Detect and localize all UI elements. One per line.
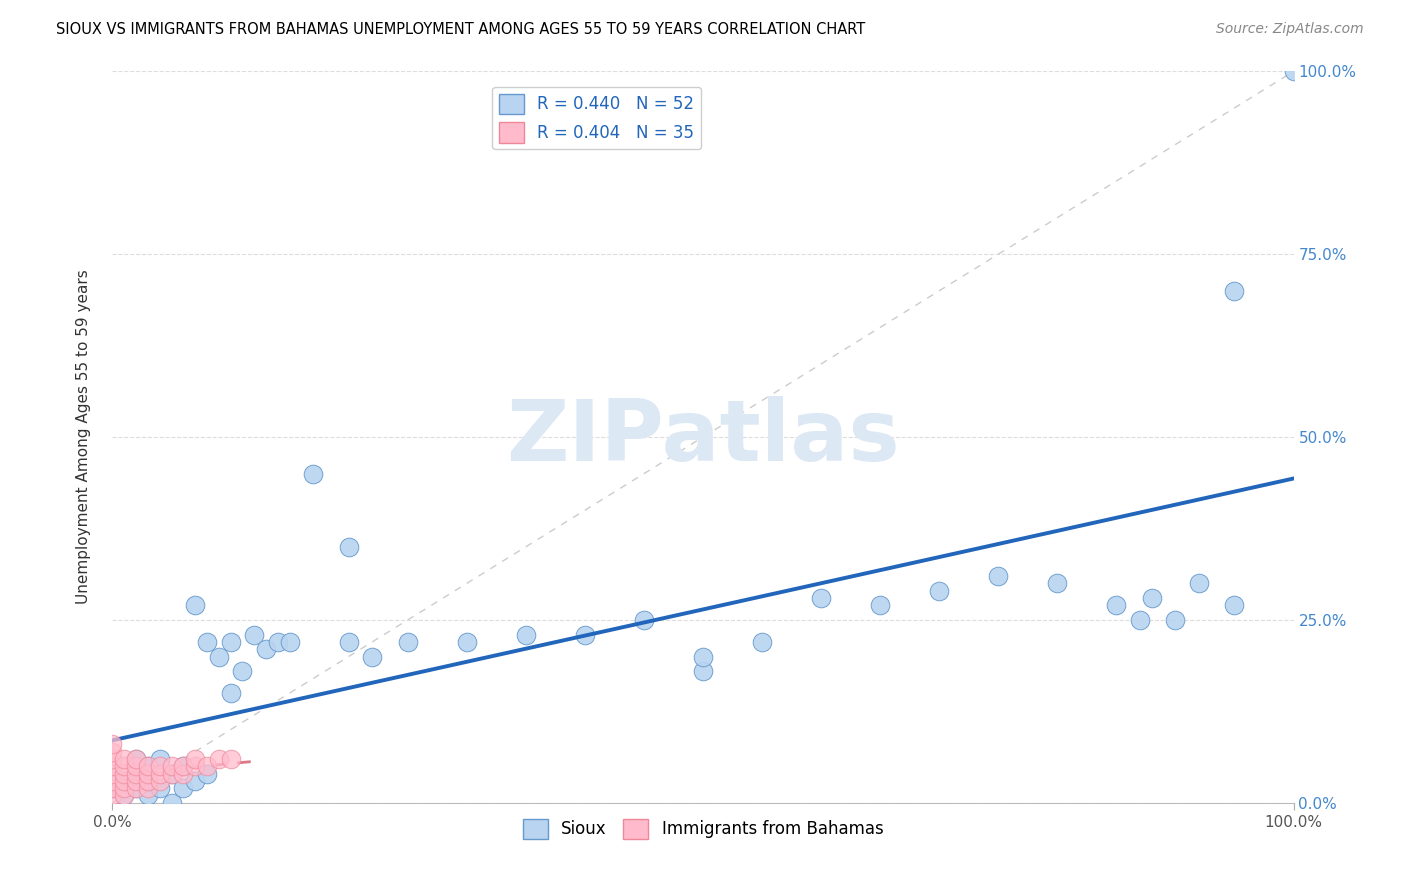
Point (149, 781, 172, 796)
Point (987, 569, 1010, 583)
Text: SIOUX VS IMMIGRANTS FROM BAHAMAS UNEMPLOYMENT AMONG AGES 55 TO 59 YEARS CORRELAT: SIOUX VS IMMIGRANTS FROM BAHAMAS UNEMPLO… (56, 22, 866, 37)
Point (254, 642, 277, 657)
Point (136, 759, 159, 773)
Point (195, 759, 218, 773)
Point (149, 773, 172, 788)
Text: Source: ZipAtlas.com: Source: ZipAtlas.com (1216, 22, 1364, 37)
Point (1188, 576, 1211, 591)
Point (515, 627, 537, 641)
Point (125, 773, 148, 788)
Point (125, 752, 148, 766)
Point (101, 789, 124, 803)
Point (208, 649, 231, 664)
Point (125, 781, 148, 796)
Point (125, 766, 148, 780)
Point (396, 635, 419, 649)
Point (172, 759, 194, 773)
Point (184, 599, 207, 613)
Point (160, 796, 183, 810)
Point (136, 781, 159, 796)
Point (101, 766, 124, 780)
Point (149, 766, 172, 780)
Point (101, 781, 124, 796)
Point (302, 467, 325, 481)
Point (160, 766, 183, 780)
Point (751, 635, 773, 649)
Point (112, 752, 135, 766)
Point (456, 635, 478, 649)
Point (1282, 64, 1305, 78)
Point (101, 745, 124, 759)
Point (136, 773, 159, 788)
Point (208, 752, 231, 766)
Point (810, 591, 832, 605)
Point (692, 664, 714, 678)
Point (125, 781, 148, 796)
Point (112, 766, 135, 780)
Point (112, 781, 135, 796)
Point (928, 583, 950, 598)
Point (219, 752, 242, 766)
Point (219, 635, 242, 649)
Point (231, 664, 253, 678)
Point (101, 781, 124, 796)
Point (1223, 599, 1246, 613)
Point (195, 635, 218, 649)
Point (101, 759, 124, 773)
Point (112, 759, 135, 773)
Point (112, 773, 135, 788)
Point (1046, 576, 1069, 591)
Point (101, 773, 124, 788)
Point (112, 789, 135, 803)
Point (125, 766, 148, 780)
Point (243, 627, 266, 641)
Point (136, 773, 159, 788)
Point (1105, 599, 1128, 613)
Point (1164, 613, 1187, 627)
Point (337, 540, 360, 554)
Point (160, 766, 183, 780)
Point (1129, 613, 1152, 627)
Point (172, 781, 194, 796)
Point (125, 752, 148, 766)
Point (219, 686, 242, 700)
Point (195, 766, 218, 780)
Point (112, 789, 135, 803)
Point (869, 599, 891, 613)
Point (149, 759, 172, 773)
Point (136, 766, 159, 780)
Y-axis label: Unemployment Among Ages 55 to 59 years: Unemployment Among Ages 55 to 59 years (76, 269, 91, 605)
Point (633, 613, 655, 627)
Point (267, 635, 290, 649)
Point (361, 649, 384, 664)
Point (1223, 284, 1246, 298)
Point (160, 759, 183, 773)
Point (172, 759, 194, 773)
Point (184, 752, 207, 766)
Point (692, 649, 714, 664)
Point (136, 759, 159, 773)
Point (278, 635, 301, 649)
Point (125, 759, 148, 773)
Point (149, 752, 172, 766)
Point (112, 773, 135, 788)
Point (574, 627, 596, 641)
Point (172, 766, 194, 780)
Point (1140, 591, 1163, 605)
Legend: Sioux, Immigrants from Bahamas: Sioux, Immigrants from Bahamas (516, 812, 890, 846)
Point (337, 635, 360, 649)
Point (136, 789, 159, 803)
Text: ZIPatlas: ZIPatlas (506, 395, 900, 479)
Point (101, 752, 124, 766)
Point (101, 737, 124, 751)
Point (184, 773, 207, 788)
Point (184, 759, 207, 773)
